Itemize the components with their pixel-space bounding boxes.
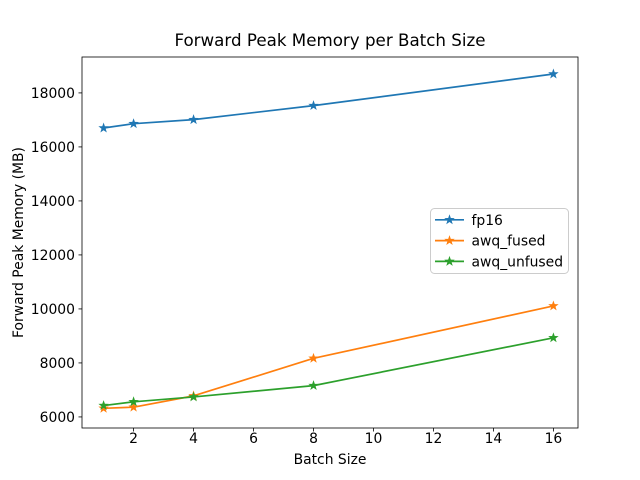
y-tick-label: 12000 [31, 248, 75, 264]
legend-label: awq_unfused [472, 254, 564, 270]
legend-label: awq_fused [472, 234, 546, 250]
chart-title: Forward Peak Memory per Batch Size [174, 30, 485, 50]
data-point-marker-awq_unfused [128, 396, 139, 407]
data-point-marker-awq_unfused [308, 380, 319, 391]
y-tick-label: 18000 [31, 86, 75, 102]
plot-area [81, 56, 579, 429]
x-tick-label: 6 [249, 431, 258, 447]
legend-entry: fp16 [435, 213, 503, 229]
y-tick-label: 14000 [31, 194, 75, 210]
y-tick-label: 16000 [31, 140, 75, 156]
data-point-marker-awq_unfused [98, 400, 109, 411]
data-point-marker-awq_fused [308, 352, 319, 363]
x-tick-label: 12 [425, 431, 443, 447]
x-axis: 2 4 6 8 10 12 14 16 [129, 428, 562, 447]
x-tick-label: 4 [189, 431, 198, 447]
legend: fp16 awq_fused awq_unfused [430, 208, 569, 274]
data-point-marker-awq_unfused [548, 332, 559, 343]
y-axis: 6000 8000 10000 12000 14000 16000 18000 [31, 86, 82, 426]
x-tick-label: 16 [545, 431, 563, 447]
legend-entry: awq_fused [435, 234, 545, 250]
data-point-marker-awq_unfused [188, 391, 199, 402]
legend-marker [444, 255, 455, 266]
series-line-fp16 [103, 73, 554, 129]
series-awq_unfused [98, 332, 559, 411]
legend-box [430, 208, 569, 274]
x-tick-label: 14 [485, 431, 503, 447]
series-line-awq_fused [103, 305, 554, 410]
x-tick-label: 8 [309, 431, 318, 447]
legend-marker [444, 214, 455, 225]
legend-label: fp16 [472, 213, 503, 229]
y-tick-label: 10000 [31, 302, 75, 318]
x-tick-label: 2 [129, 431, 138, 447]
x-axis-label: Batch Size [294, 452, 367, 468]
x-tick-label: 10 [365, 431, 383, 447]
data-point-marker-fp16 [308, 100, 319, 111]
data-point-marker-fp16 [188, 114, 199, 125]
data-point-marker-fp16 [548, 68, 559, 79]
series-line-awq_unfused [103, 336, 554, 407]
legend-marker [444, 235, 455, 246]
y-axis-label: Forward Peak Memory (MB) [11, 147, 27, 338]
data-point-marker-awq_fused [548, 300, 559, 311]
data-point-marker-awq_fused [128, 401, 139, 412]
series-awq_fused [98, 300, 559, 413]
legend-entry: awq_unfused [435, 254, 563, 270]
data-point-marker-fp16 [98, 122, 109, 133]
data-point-marker-fp16 [128, 118, 139, 129]
series-fp16 [98, 68, 559, 133]
y-tick-label: 6000 [40, 410, 75, 426]
y-tick-label: 8000 [40, 356, 75, 372]
